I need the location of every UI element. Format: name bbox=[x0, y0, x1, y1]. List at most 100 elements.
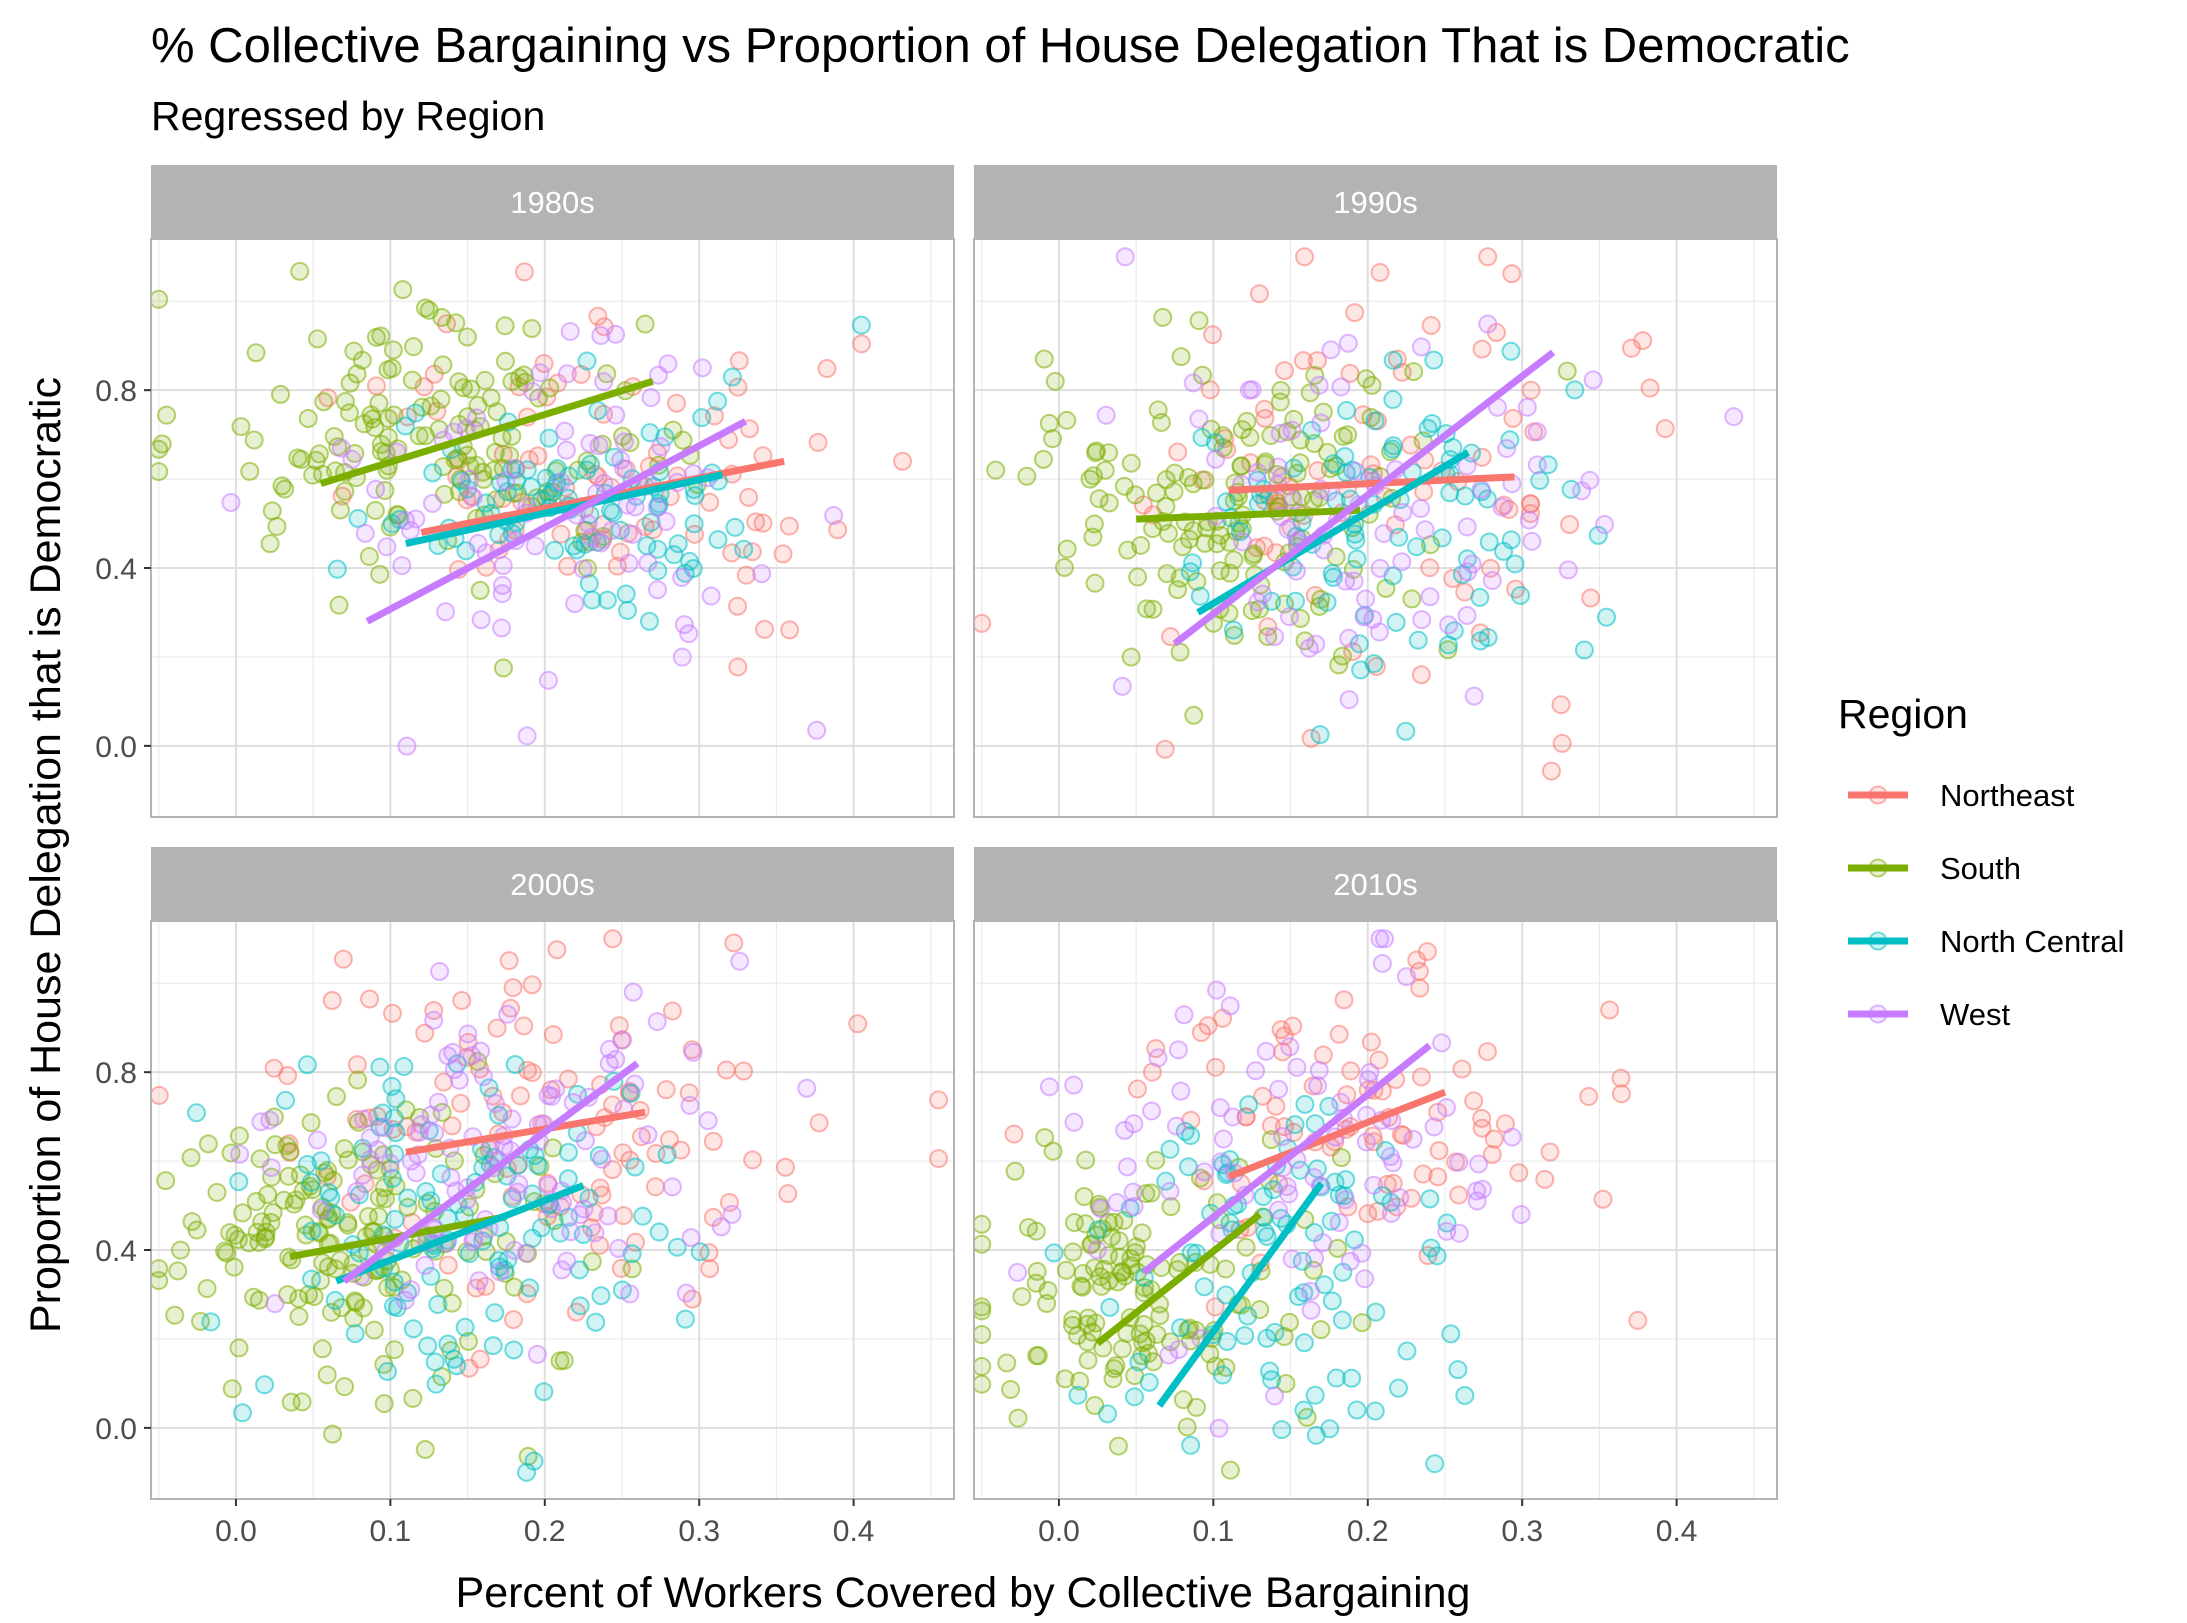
scatter-point-south bbox=[312, 1339, 332, 1359]
scatter-point-west bbox=[589, 436, 609, 456]
scatter-point-west bbox=[647, 1012, 667, 1032]
scatter-point-north-central bbox=[1213, 1365, 1233, 1385]
scatter-point-north-central bbox=[1424, 350, 1444, 370]
scatter-point-south bbox=[262, 501, 282, 521]
scatter-point-west bbox=[1363, 609, 1383, 629]
scatter-point-north-central bbox=[385, 1144, 405, 1164]
scatter-point-south bbox=[997, 1353, 1017, 1373]
scatter-point-north-central bbox=[297, 1055, 317, 1075]
scatter-point-northeast bbox=[382, 1003, 402, 1023]
scatter-point-south bbox=[369, 1188, 389, 1208]
scatter-point-north-central bbox=[1388, 1378, 1408, 1398]
scatter-point-west bbox=[221, 492, 241, 512]
scatter-point-south bbox=[1261, 1130, 1281, 1150]
facet-label: 1980s bbox=[510, 185, 594, 220]
scatter-point-west bbox=[492, 584, 512, 604]
scatter-point-northeast bbox=[1249, 284, 1269, 304]
scatter-point-west bbox=[421, 1105, 441, 1125]
plot-background bbox=[974, 239, 1777, 817]
scatter-point-northeast bbox=[746, 512, 766, 532]
scatter-point-northeast bbox=[603, 929, 623, 949]
regression-line-north-central bbox=[1196, 449, 1470, 616]
scatter-point-west bbox=[1311, 413, 1331, 433]
scatter-point-north-central bbox=[545, 540, 565, 560]
scatter-point-west bbox=[523, 381, 543, 401]
legend-key-point-northeast bbox=[1868, 785, 1888, 805]
scatter-point-south bbox=[244, 430, 264, 450]
scatter-point-north-central bbox=[520, 1278, 540, 1298]
scatter-point-west bbox=[1256, 1041, 1276, 1061]
scatter-point-northeast bbox=[1540, 1142, 1560, 1162]
scatter-point-west bbox=[1123, 1182, 1143, 1202]
scatter-point-north-central bbox=[564, 536, 584, 556]
scatter-point-south bbox=[1085, 573, 1105, 593]
scatter-point-northeast bbox=[588, 306, 608, 326]
scatter-point-south bbox=[299, 1285, 319, 1305]
scatter-point-south bbox=[275, 479, 295, 499]
scatter-point-south bbox=[277, 1136, 297, 1156]
scatter-point-west bbox=[1309, 1060, 1329, 1080]
scatter-point-west bbox=[493, 556, 513, 576]
scatter-point-west bbox=[672, 568, 692, 588]
x-tick-label: 0.2 bbox=[1347, 1515, 1389, 1548]
scatter-point-north-central bbox=[325, 1291, 345, 1311]
scatter-point-west bbox=[651, 437, 671, 457]
scatter-point-south bbox=[1402, 589, 1422, 609]
y-tick-label: 0.8 bbox=[95, 375, 137, 408]
scatter-point-northeast bbox=[1478, 247, 1498, 267]
scatter-point-west bbox=[1301, 1281, 1321, 1301]
scatter-point-west bbox=[409, 1122, 429, 1142]
scatter-point-south bbox=[384, 1340, 404, 1360]
scatter-point-west bbox=[1338, 333, 1358, 353]
scatter-point-west bbox=[1415, 520, 1435, 540]
scatter-point-west bbox=[436, 602, 456, 622]
regression-line-south bbox=[319, 377, 654, 487]
scatter-point-northeast bbox=[503, 978, 523, 998]
scatter-point-northeast bbox=[487, 1018, 507, 1038]
scatter-point-south bbox=[1012, 1287, 1032, 1307]
scatter-point-south bbox=[326, 1086, 346, 1106]
scatter-point-west bbox=[551, 472, 571, 492]
scatter-point-south bbox=[267, 516, 287, 536]
scatter-point-west bbox=[683, 1042, 703, 1062]
scatter-point-west bbox=[1183, 373, 1203, 393]
scatter-point-north-central bbox=[524, 1451, 544, 1471]
scatter-point-northeast bbox=[1621, 338, 1641, 358]
scatter-point-south bbox=[402, 370, 422, 390]
scatter-point-northeast bbox=[1521, 494, 1541, 514]
scatter-point-south bbox=[279, 1166, 299, 1186]
scatter-point-northeast bbox=[1200, 380, 1220, 400]
scatter-point-northeast bbox=[1552, 733, 1572, 753]
x-tick-label: 0.1 bbox=[1192, 1515, 1234, 1548]
scatter-point-west bbox=[463, 487, 483, 507]
panel-border bbox=[150, 920, 955, 1500]
scatter-point-south bbox=[348, 1070, 368, 1090]
scatter-point-north-central bbox=[637, 536, 657, 556]
scatter-point-northeast bbox=[534, 353, 554, 373]
facet-label: 2010s bbox=[1333, 867, 1417, 902]
scatter-point-north-central bbox=[616, 584, 636, 604]
scatter-point-north-central bbox=[1596, 607, 1616, 627]
scatter-point-north-central bbox=[455, 1317, 475, 1337]
scatter-point-northeast bbox=[322, 991, 342, 1011]
scatter-point-north-central bbox=[1100, 1297, 1120, 1317]
scatter-point-south bbox=[495, 351, 515, 371]
scatter-point-south bbox=[340, 373, 360, 393]
scatter-point-northeast bbox=[366, 376, 386, 396]
scatter-point-north-central bbox=[1440, 483, 1460, 503]
scatter-point-west bbox=[460, 469, 480, 489]
scatter-point-west bbox=[230, 1144, 250, 1164]
scatter-point-south bbox=[1057, 410, 1077, 430]
scatter-point-west bbox=[561, 1222, 581, 1242]
scatter-point-west bbox=[1339, 690, 1359, 710]
scatter-point-south bbox=[1099, 493, 1119, 513]
scatter-point-northeast bbox=[1329, 1024, 1349, 1044]
scatter-point-north-central bbox=[591, 1286, 611, 1306]
scatter-point-west bbox=[674, 615, 694, 635]
scatter-point-northeast bbox=[333, 949, 353, 969]
scatter-point-west bbox=[471, 1041, 491, 1061]
scatter-point-north-central bbox=[1337, 401, 1357, 421]
scatter-point-northeast bbox=[666, 393, 686, 413]
scatter-point-south bbox=[1150, 1306, 1170, 1326]
scatter-point-south bbox=[403, 337, 423, 357]
